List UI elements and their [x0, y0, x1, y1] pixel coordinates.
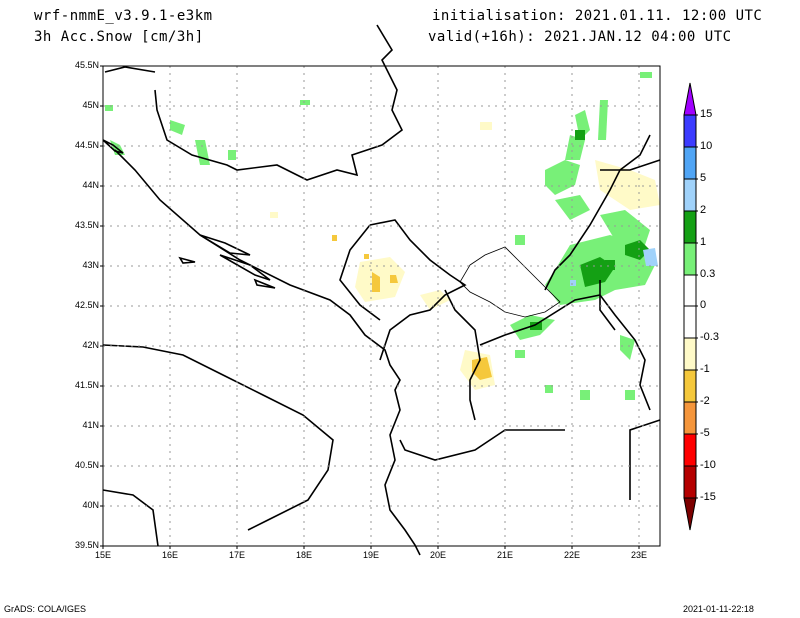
kosovo-border — [459, 246, 561, 318]
colorbar-top-arrow — [683, 82, 697, 116]
colorbar-label: 2 — [700, 204, 707, 216]
lon-label: 20E — [430, 550, 447, 560]
colorbar-label: 1 — [700, 236, 707, 248]
colorbar-segment — [683, 369, 697, 403]
lat-label: 43N — [82, 260, 99, 270]
coastlines-borders — [102, 24, 661, 556]
lat-label: 44.5N — [74, 140, 99, 150]
grid-lines — [103, 66, 660, 546]
snow-dark-green — [530, 130, 650, 330]
field-title: 3h Acc.Snow [cm/3h] — [34, 29, 204, 45]
lat-label: 44N — [82, 180, 99, 190]
colorbar-segment — [683, 114, 697, 148]
lat-label: 40N — [82, 500, 99, 510]
lon-label: 21E — [497, 550, 514, 560]
axis-ticks — [100, 65, 640, 549]
lon-label: 19E — [363, 550, 380, 560]
colorbar-segment — [683, 401, 697, 435]
colorbar-segment — [683, 337, 697, 371]
lat-label: 42.5N — [74, 300, 99, 310]
colorbar-bottom-arrow — [683, 497, 697, 531]
colorbar-label: 10 — [700, 140, 713, 152]
lat-label: 41N — [82, 420, 99, 430]
footer-timestamp: 2021-01-11-22:18 — [683, 604, 754, 614]
lat-label: 41.5N — [74, 380, 99, 390]
colorbar-label: -0.3 — [700, 331, 719, 343]
lat-label: 45.5N — [74, 60, 99, 70]
colorbar-segment — [683, 178, 697, 212]
lon-label: 16E — [162, 550, 179, 560]
colorbar-segment — [683, 146, 697, 180]
colorbar-segment — [683, 210, 697, 244]
lat-label: 45N — [82, 100, 99, 110]
lat-label: 39.5N — [74, 540, 99, 550]
lon-label: 22E — [564, 550, 581, 560]
colorbar — [683, 82, 698, 531]
lon-label: 23E — [631, 550, 648, 560]
model-title: wrf-nmmE_v3.9.1-e3km — [34, 8, 213, 24]
lon-label: 15E — [95, 550, 112, 560]
snow-negative-gold — [332, 235, 492, 380]
valid-time: valid(+16h): 2021.JAN.12 04:00 UTC — [428, 29, 732, 45]
lat-label: 40.5N — [74, 460, 99, 470]
colorbar-segment — [683, 465, 697, 499]
colorbar-label: -15 — [700, 491, 716, 503]
colorbar-label: 15 — [700, 108, 713, 120]
colorbar-label: -10 — [700, 459, 716, 471]
lon-label: 18E — [296, 550, 313, 560]
colorbar-label: -2 — [700, 395, 710, 407]
colorbar-label: -1 — [700, 363, 710, 375]
colorbar-label: 5 — [700, 172, 707, 184]
colorbar-segment — [683, 242, 697, 276]
lon-label: 17E — [229, 550, 246, 560]
colorbar-label: 0.3 — [700, 268, 716, 280]
lat-label: 42N — [82, 340, 99, 350]
colorbar-label: 0 — [700, 299, 707, 311]
footer-credit: GrADS: COLA/IGES — [4, 604, 87, 614]
colorbar-segment — [683, 433, 697, 467]
lat-label: 43.5N — [74, 220, 99, 230]
init-time: initialisation: 2021.01.11. 12:00 UTC — [432, 8, 763, 24]
colorbar-label: -5 — [700, 427, 710, 439]
